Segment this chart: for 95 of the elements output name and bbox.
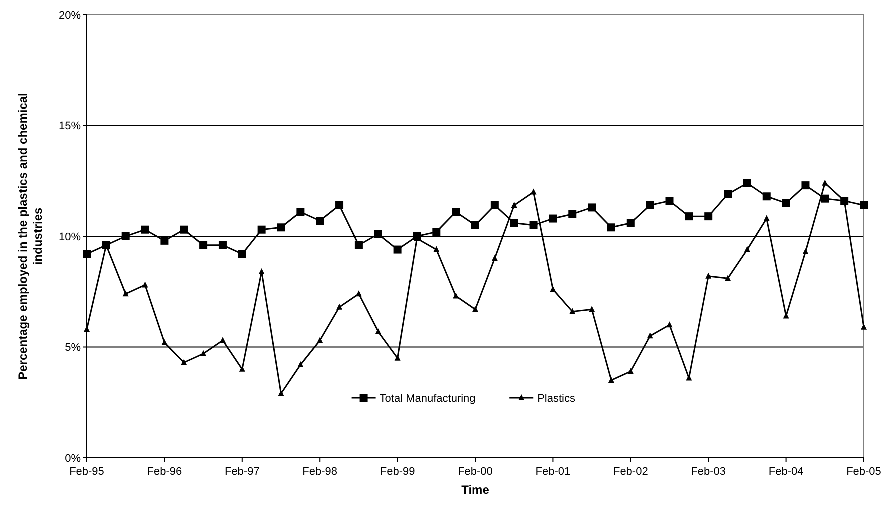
point <box>316 216 324 225</box>
point <box>277 224 286 232</box>
point <box>296 208 305 216</box>
point <box>666 197 674 206</box>
point <box>452 208 460 216</box>
point <box>278 390 284 396</box>
point <box>200 241 208 250</box>
y-tick-label: 5% <box>65 342 82 354</box>
point <box>550 286 556 292</box>
point <box>588 204 596 212</box>
point <box>783 312 790 319</box>
point <box>626 219 635 228</box>
point <box>490 201 499 210</box>
point <box>200 350 207 356</box>
x-tick-label: Feb-05 <box>846 466 882 478</box>
point <box>511 202 518 208</box>
point <box>356 290 362 297</box>
point <box>432 228 441 236</box>
point <box>258 268 265 274</box>
x-tick-label: Feb-01 <box>536 466 571 478</box>
point <box>762 192 771 201</box>
point <box>822 180 828 186</box>
x-tick-label: Feb-99 <box>380 466 416 478</box>
point <box>549 214 558 223</box>
point <box>724 190 732 198</box>
point <box>434 246 440 252</box>
x-tick-label: Feb-95 <box>70 466 104 478</box>
point <box>802 248 809 255</box>
point <box>394 246 402 254</box>
point <box>706 272 712 279</box>
point <box>802 182 810 190</box>
point <box>160 236 169 245</box>
y-tick-label: 20% <box>58 10 82 22</box>
point <box>530 221 538 230</box>
y-tick-label: 10% <box>58 231 82 244</box>
point <box>666 322 673 328</box>
point <box>122 290 129 297</box>
point <box>354 241 363 250</box>
point <box>646 201 654 210</box>
point <box>298 361 304 368</box>
point <box>743 179 752 188</box>
point <box>861 324 867 330</box>
point <box>764 215 770 222</box>
point <box>239 366 246 372</box>
point <box>258 226 266 234</box>
y-tick-label: 0% <box>65 452 82 465</box>
point <box>394 354 401 361</box>
point <box>782 199 790 208</box>
point <box>317 337 324 344</box>
point <box>686 374 692 381</box>
point <box>608 376 614 383</box>
point <box>860 201 868 210</box>
point <box>744 246 750 252</box>
point <box>83 250 91 258</box>
point <box>142 282 148 288</box>
point <box>472 221 480 230</box>
point <box>453 292 460 299</box>
point <box>122 232 130 240</box>
y-axis-title: Percentage employed in the plastics and chemical industries <box>16 93 45 380</box>
point <box>607 224 616 232</box>
point <box>472 306 478 312</box>
x-tick-label: Feb-98 <box>302 466 338 478</box>
legend-label: Total Manufacturing <box>380 392 476 405</box>
point <box>530 188 537 195</box>
point <box>141 226 150 234</box>
point <box>218 241 227 250</box>
x-tick-label: Feb-03 <box>691 466 726 478</box>
point <box>725 275 732 282</box>
point <box>374 230 382 238</box>
x-tick-label: Feb-00 <box>458 466 493 478</box>
x-tick-label: Feb-02 <box>613 466 648 478</box>
point <box>181 359 188 366</box>
x-tick-label: Feb-96 <box>147 466 182 478</box>
y-tick-label: 15% <box>58 120 82 133</box>
point <box>375 328 382 334</box>
point <box>238 250 246 258</box>
x-tick-label: Feb-97 <box>224 466 260 478</box>
point <box>162 339 168 346</box>
point <box>336 304 343 310</box>
point <box>704 212 713 221</box>
point <box>492 255 498 262</box>
point <box>821 194 830 203</box>
point <box>685 212 694 221</box>
point <box>336 201 344 210</box>
point <box>220 337 226 344</box>
x-tick-label: Feb-04 <box>768 466 804 478</box>
point <box>647 332 654 339</box>
point <box>570 308 576 314</box>
point <box>589 306 596 312</box>
legend-label: Plastics <box>538 392 576 405</box>
point <box>568 210 577 218</box>
point <box>510 219 518 228</box>
point <box>628 368 634 374</box>
point <box>180 226 188 234</box>
x-axis-title: Time <box>462 483 490 497</box>
